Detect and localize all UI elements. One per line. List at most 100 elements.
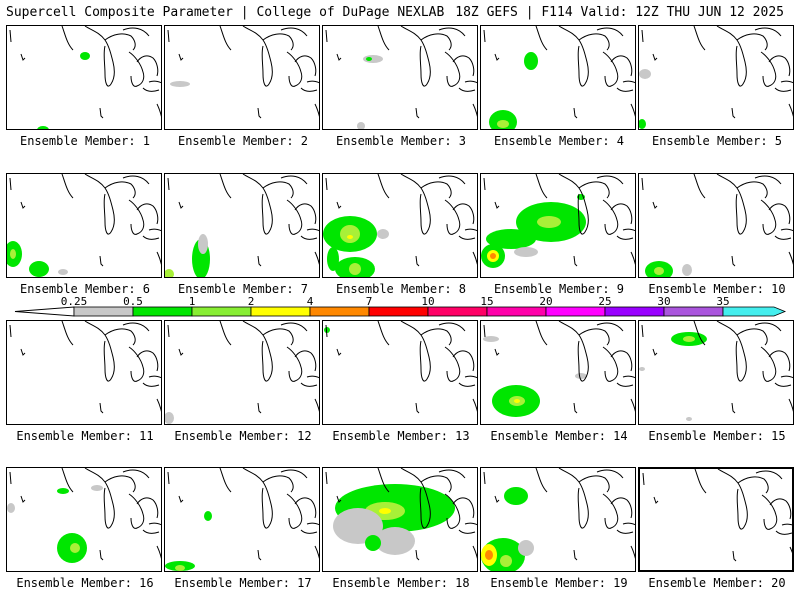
lake-outline	[262, 33, 294, 51]
scp-fill-area	[524, 52, 538, 70]
lake-outline	[84, 468, 115, 529]
lake-outline	[596, 322, 624, 332]
scp-fill-area	[57, 488, 69, 494]
border-outline	[652, 53, 658, 61]
scp-fill-area	[514, 247, 538, 257]
scp-fill-area	[175, 565, 185, 571]
lake-outline	[262, 328, 294, 346]
lake-outline	[377, 174, 390, 199]
member-basemap	[639, 321, 793, 421]
ensemble-map-panel	[322, 320, 478, 425]
border-outline	[257, 255, 262, 267]
ensemble-member-label: Ensemble Member: 11	[16, 429, 154, 443]
lake-outline	[142, 529, 160, 534]
border-outline	[652, 348, 658, 356]
colorbar-swatch	[132, 306, 193, 317]
lake-outline	[400, 174, 431, 235]
lake-outline	[754, 27, 782, 37]
scp-fill-area	[639, 119, 646, 129]
lake-outline	[400, 321, 431, 382]
border-outline	[325, 177, 328, 191]
lake-outline	[558, 321, 589, 382]
lake-outline	[242, 468, 273, 529]
lake-outline	[148, 80, 161, 84]
ensemble-member-label: Ensemble Member: 9	[493, 282, 625, 296]
lake-outline	[789, 546, 792, 554]
lake-outline	[156, 251, 161, 265]
ensemble-member-label: Ensemble Member: 3	[335, 134, 467, 148]
lake-outline	[84, 174, 115, 235]
scp-fill-area	[518, 540, 534, 556]
border-outline	[325, 471, 328, 485]
border-outline	[732, 550, 737, 562]
scp-fill-area	[198, 234, 208, 254]
border-outline	[167, 177, 170, 191]
ensemble-map-panel	[6, 25, 162, 130]
lake-outline	[780, 228, 793, 232]
ensemble-map-panel	[480, 25, 636, 130]
scp-fill-area	[70, 543, 80, 553]
border-outline	[415, 255, 420, 267]
lake-outline	[400, 468, 431, 529]
border-outline	[20, 53, 26, 61]
border-outline	[494, 495, 500, 503]
lake-outline	[458, 382, 476, 387]
run-info: 18Z GEFS | F114 Valid: 12Z THU JUN 12 20…	[455, 5, 784, 20]
lake-outline	[377, 26, 390, 51]
border-outline	[178, 495, 184, 503]
lake-outline	[737, 476, 769, 494]
border-outline	[178, 201, 184, 209]
border-outline	[325, 29, 328, 43]
colorbar-swatch	[427, 306, 488, 317]
lake-outline	[578, 328, 610, 346]
member-basemap	[324, 321, 477, 414]
scp-fill-area	[204, 511, 212, 521]
lake-outline	[616, 529, 634, 534]
border-outline	[641, 29, 644, 43]
border-outline	[257, 402, 262, 414]
colorbar-left-arrow	[14, 306, 75, 317]
border-outline	[642, 472, 645, 486]
border-outline	[9, 324, 12, 338]
lake-outline	[781, 523, 792, 526]
lake-outline	[768, 55, 791, 77]
border-outline	[257, 549, 262, 561]
border-outline	[20, 495, 26, 503]
lake-outline	[122, 469, 150, 479]
colorbar-tick-label: 2	[248, 295, 255, 308]
lake-outline	[616, 87, 634, 92]
member-basemap	[9, 321, 161, 414]
lake-outline	[458, 87, 476, 92]
lake-outline	[136, 55, 159, 77]
lake-outline	[219, 174, 232, 199]
lake-outline	[630, 545, 635, 559]
lake-outline	[622, 228, 635, 232]
lake-outline	[104, 33, 136, 51]
scp-fill-area	[170, 81, 190, 87]
scp-fill-area	[365, 535, 381, 551]
scp-fill-area	[682, 264, 692, 276]
lake-outline	[458, 235, 476, 240]
lake-outline	[122, 27, 150, 37]
ensemble-member-label: Ensemble Member: 1	[19, 134, 151, 148]
lake-outline	[306, 80, 319, 84]
lake-outline	[630, 103, 635, 117]
lake-outline	[755, 470, 783, 480]
border-outline	[415, 107, 420, 119]
lake-outline	[300, 529, 318, 534]
lake-outline	[306, 375, 319, 379]
border-outline	[20, 201, 26, 209]
lake-outline	[420, 181, 452, 199]
ensemble-map-panel	[480, 320, 636, 425]
border-outline	[494, 201, 500, 209]
ensemble-member-label: Ensemble Member: 4	[493, 134, 625, 148]
lake-outline	[300, 87, 318, 92]
ensemble-map-panel	[164, 173, 320, 278]
lake-outline	[300, 235, 318, 240]
colorbar-swatch	[663, 306, 724, 317]
lake-outline	[780, 375, 793, 379]
lake-outline	[156, 103, 161, 117]
scp-fill-area	[349, 263, 361, 275]
lake-outline	[774, 87, 792, 92]
colorbar-tick-label: 4	[307, 295, 314, 308]
